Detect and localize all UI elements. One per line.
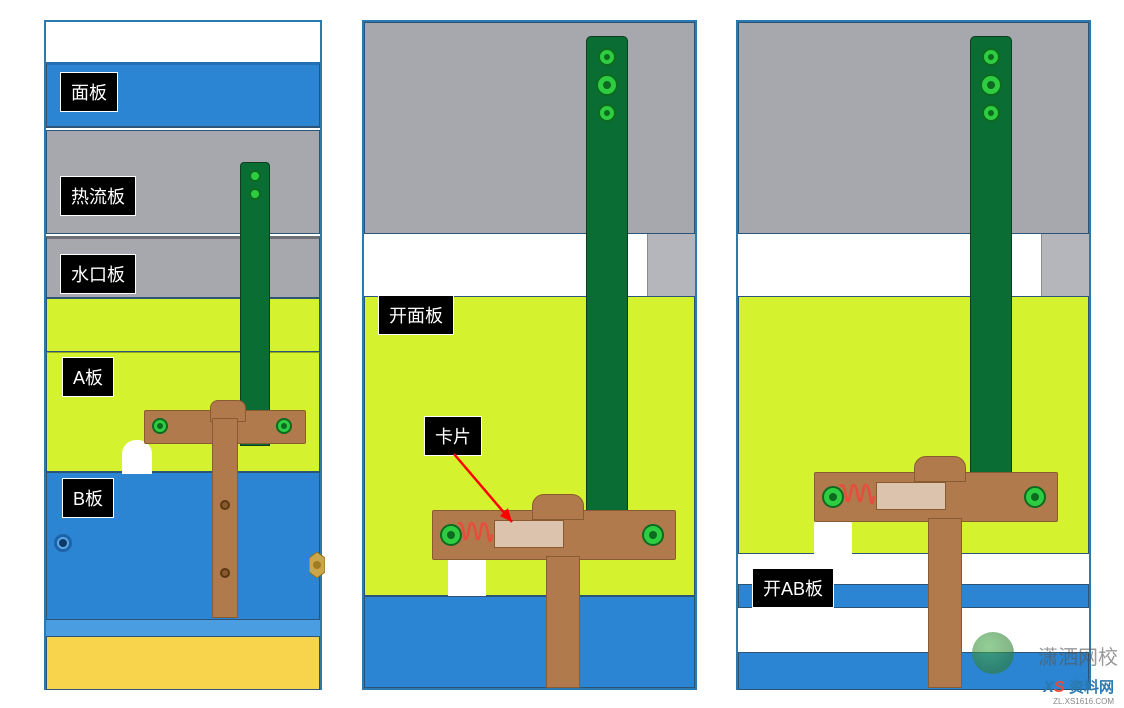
p1-strap-screw2 bbox=[220, 568, 230, 578]
xs-logo: XS 资料网 ZL.XS1616.COM bbox=[1043, 676, 1114, 706]
p2-arrow bbox=[440, 450, 540, 540]
label-kai-ab-ban: 开AB板 bbox=[752, 568, 834, 608]
p3-layer-gray-top bbox=[738, 22, 1089, 234]
label-mianban: 面板 bbox=[60, 72, 118, 112]
panel-2 bbox=[362, 20, 697, 690]
p2-brown-strap bbox=[546, 556, 580, 688]
panel-1 bbox=[44, 20, 322, 690]
p1-layer-bot-blue bbox=[46, 620, 320, 636]
p1-layer-a-top bbox=[46, 298, 320, 352]
p1-layer-bot-yellow bbox=[46, 636, 320, 690]
p1-brown-strap bbox=[212, 418, 238, 618]
p1-strap-screw1 bbox=[220, 500, 230, 510]
p3-bracket-screw-l bbox=[822, 486, 844, 508]
label-reliuban: 热流板 bbox=[60, 176, 136, 216]
p3-brown-strap bbox=[928, 518, 962, 688]
p1-greenbar-screw1 bbox=[249, 170, 261, 182]
label-kai-mianban: 开面板 bbox=[378, 295, 454, 335]
p3-greenbar-screw1 bbox=[982, 48, 1000, 66]
p2-green-bar bbox=[586, 36, 628, 546]
p2-greenbar-screw3 bbox=[598, 104, 616, 122]
p2-gray-right bbox=[647, 234, 695, 296]
p1-greenbar-screw2 bbox=[249, 188, 261, 200]
p3-greenbar-screw2 bbox=[980, 74, 1002, 96]
wechat-text: 潇洒网校 bbox=[1038, 641, 1118, 670]
p3-bracket-assembly bbox=[814, 464, 1058, 526]
p3-bracket-pivot bbox=[914, 456, 966, 482]
label-b-ban: B板 bbox=[62, 478, 114, 518]
p3-card bbox=[876, 482, 946, 510]
p2-layer-blue bbox=[364, 596, 695, 688]
p1-ring bbox=[54, 534, 72, 552]
p1-bracket-screw-l bbox=[152, 418, 168, 434]
p3-gray-right bbox=[1041, 234, 1089, 296]
p2-layer-gray-top bbox=[364, 22, 695, 234]
p3-bracket-screw-r bbox=[1024, 486, 1046, 508]
p2-greenbar-screw2 bbox=[596, 74, 618, 96]
p2-bracket-screw-r bbox=[642, 524, 664, 546]
p1-hex-nut bbox=[309, 552, 325, 578]
label-shuikouban: 水口板 bbox=[60, 254, 136, 294]
p1-bracket-screw-r bbox=[276, 418, 292, 434]
p3-green-bar bbox=[970, 36, 1012, 504]
p2-greenbar-screw1 bbox=[598, 48, 616, 66]
wechat-icon bbox=[972, 632, 1014, 674]
p3-layer-blue2 bbox=[738, 652, 1089, 690]
p3-greenbar-screw3 bbox=[982, 104, 1000, 122]
label-a-ban: A板 bbox=[62, 357, 114, 397]
